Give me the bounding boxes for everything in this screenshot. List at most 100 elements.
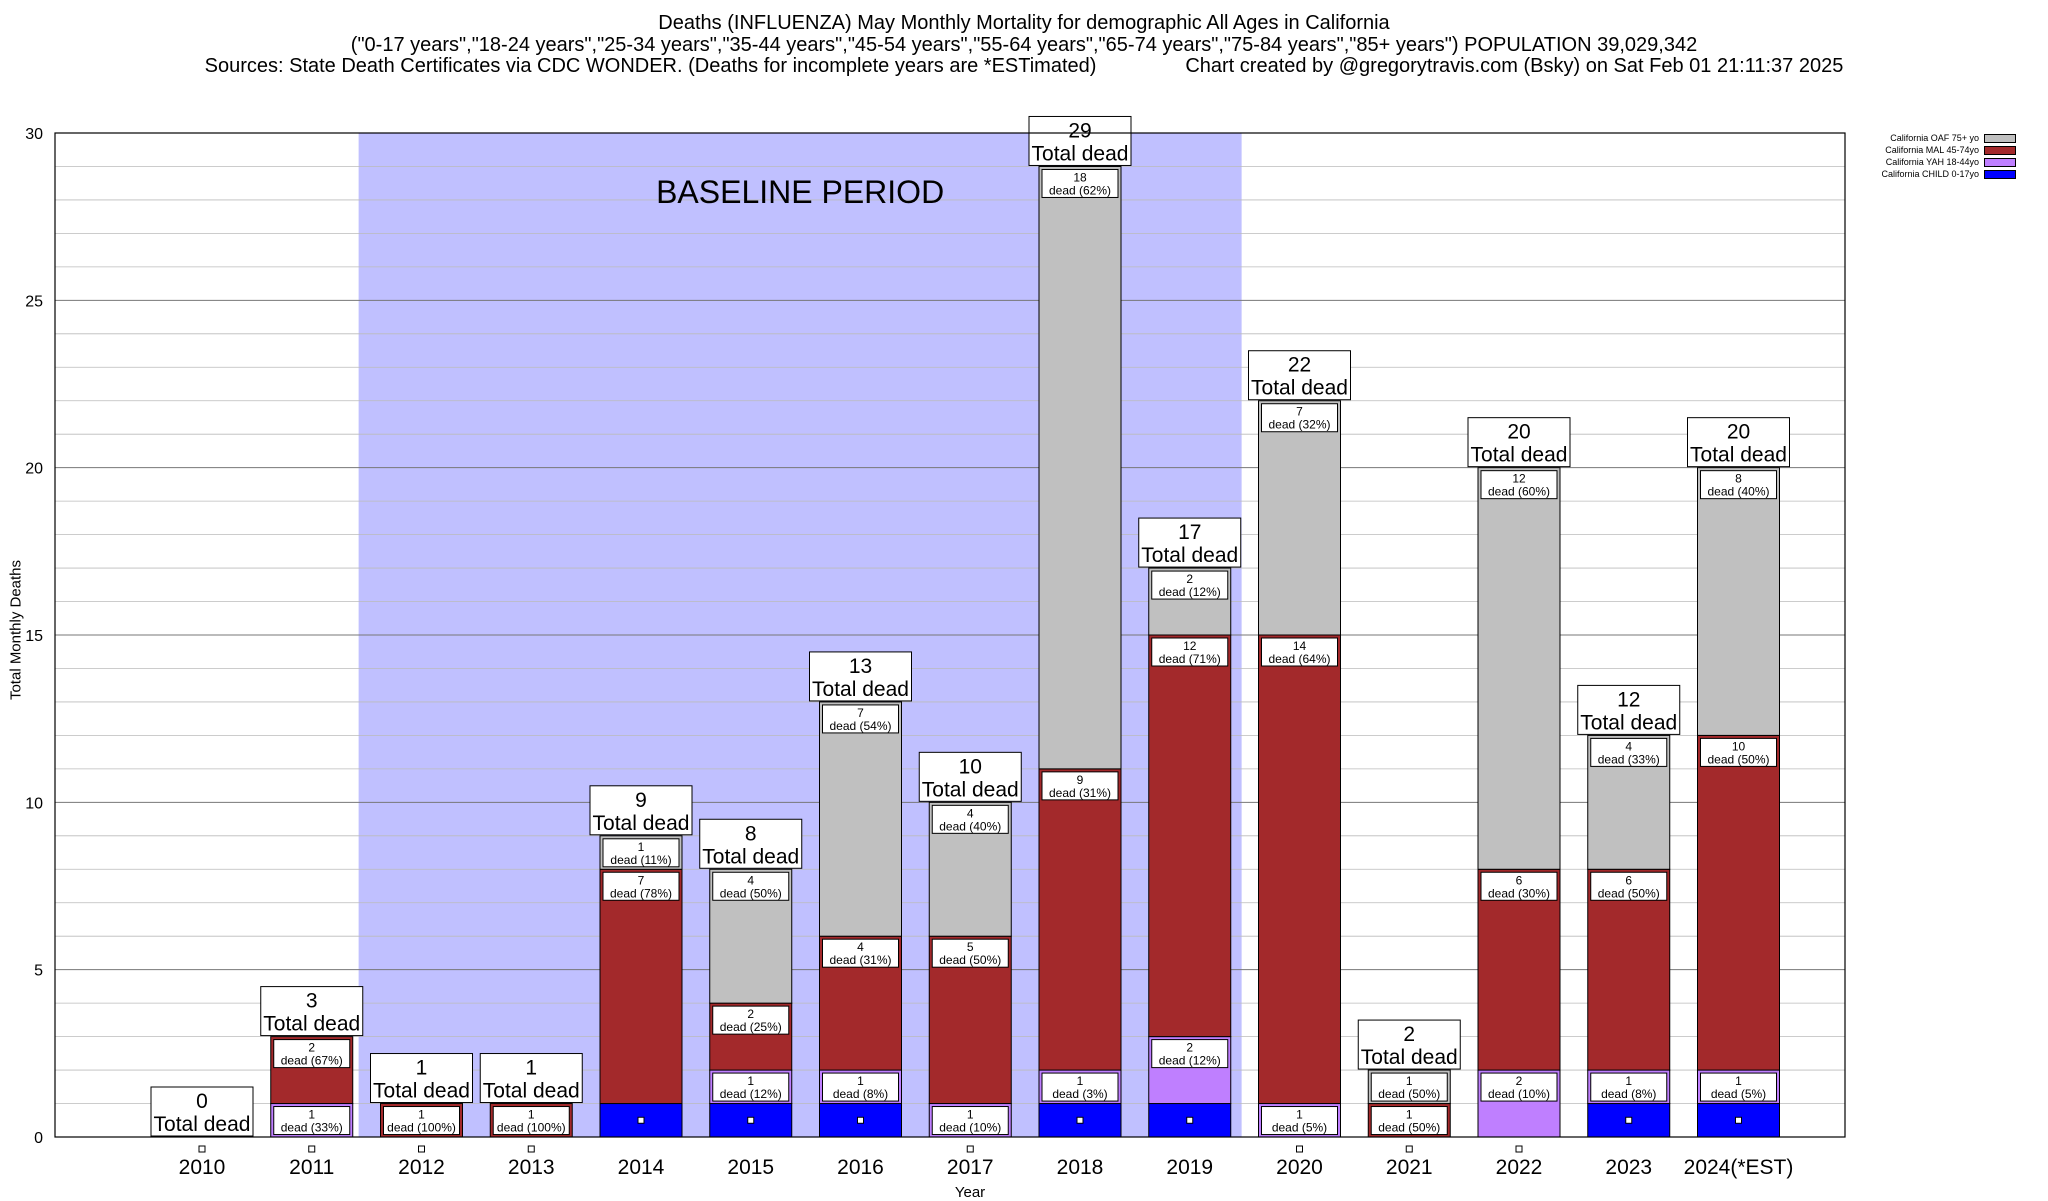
segment-label-text: dead (50%)	[720, 886, 782, 900]
segment-label-text: dead (71%)	[1159, 652, 1221, 666]
total-label-value: 17	[1178, 521, 1201, 544]
segment-label-count: 4	[857, 940, 864, 954]
segment-label-count: 9	[1077, 773, 1084, 787]
point-marker	[1296, 1145, 1303, 1153]
segment-label-text: dead (12%)	[1159, 585, 1221, 599]
segment-label-text: dead (50%)	[1598, 886, 1660, 900]
total-label-value: 12	[1617, 688, 1640, 711]
x-tick-label: 2022	[1496, 1156, 1543, 1179]
total-label-caption: Total dead	[483, 1080, 580, 1103]
segment-label-box	[273, 1106, 351, 1136]
x-tick-label: 2014	[618, 1156, 665, 1179]
total-label-caption: Total dead	[702, 845, 799, 868]
legend-label: California CHILD 0-17yo	[1881, 169, 1979, 179]
total-label-caption: Total dead	[373, 1080, 470, 1103]
total-label-value: 13	[849, 655, 872, 678]
legend-label: California OAF 75+ yo	[1890, 133, 1979, 143]
total-label-caption: Total dead	[812, 678, 909, 701]
total-label-box	[1467, 417, 1571, 468]
total-label-box	[1248, 350, 1351, 401]
chart-sources: Sources: State Death Certificates via CD…	[204, 55, 1844, 77]
segment-label-count: 6	[1625, 873, 1632, 887]
x-tick-label: 2023	[1605, 1156, 1652, 1179]
baseline-label: BASELINE PERIOD	[656, 174, 944, 210]
segment-label-box	[1590, 1072, 1668, 1102]
x-tick-label: 2016	[837, 1156, 884, 1179]
segment-label-text: dead (60%)	[1488, 485, 1550, 499]
segment-label-box	[1151, 570, 1229, 600]
bar-segment	[1697, 734, 1780, 1071]
point-marker	[418, 1145, 425, 1153]
segment-label-box	[1370, 1106, 1448, 1136]
segment-label-text: dead (3%)	[1052, 1087, 1107, 1101]
legend-entry: California OAF 75+ yo	[1820, 132, 2016, 144]
segment-label-box	[1700, 470, 1777, 500]
legend-entry: California MAL 45-74yo	[1820, 144, 2016, 156]
segment-label-box	[1261, 637, 1338, 667]
segment-label-count: 1	[418, 1108, 425, 1122]
segment-label-text: dead (100%)	[387, 1121, 456, 1135]
point-marker	[747, 1116, 755, 1124]
segment-label-box	[1261, 403, 1338, 433]
point-marker	[1405, 1145, 1413, 1153]
legend-label: California MAL 45-74yo	[1885, 145, 1979, 155]
x-tick-label: 2020	[1276, 1156, 1323, 1179]
segment-label-count: 7	[857, 706, 864, 720]
segment-label-box	[1590, 871, 1668, 901]
total-label-caption: Total dead	[1251, 377, 1348, 400]
x-tick-label: 2012	[398, 1156, 445, 1179]
total-label-box	[809, 651, 912, 702]
segment-label-count: 12	[1183, 639, 1197, 653]
segment-label-box	[273, 1039, 351, 1069]
point-marker	[1515, 1145, 1523, 1153]
segment-label-text: dead (10%)	[1488, 1087, 1550, 1101]
segment-label-count: 1	[638, 840, 645, 854]
segment-label-count: 1	[1625, 1074, 1632, 1088]
x-tick-label: 2015	[727, 1156, 774, 1179]
bar-segment	[1038, 768, 1122, 1071]
segment-label-count: 4	[747, 873, 754, 887]
total-label-value: 8	[745, 822, 757, 845]
total-label-caption: Total dead	[1471, 444, 1568, 467]
legend-swatch	[1984, 133, 2016, 143]
y-tick-label: 15	[25, 628, 43, 645]
total-label-value: 1	[416, 1057, 428, 1080]
chart-subtitle: ("0-17 years","18-24 years","25-34 years…	[350, 34, 1698, 56]
segment-label-text: dead (25%)	[720, 1020, 782, 1034]
segment-label-box	[1480, 871, 1558, 901]
x-tick-label: 2013	[508, 1156, 555, 1179]
point-marker	[527, 1145, 535, 1153]
segment-label-box	[1480, 470, 1558, 500]
segment-label-count: 6	[1516, 873, 1523, 887]
segment-label-count: 1	[857, 1074, 864, 1088]
segment-label-box	[712, 1005, 790, 1035]
total-label-box	[1687, 417, 1790, 468]
segment-label-text: dead (100%)	[497, 1121, 566, 1135]
segment-label-box	[822, 938, 899, 968]
segment-label-text: dead (50%)	[939, 953, 1001, 967]
segment-label-text: dead (67%)	[281, 1054, 343, 1068]
segment-label-box	[1261, 1106, 1338, 1136]
total-label-value: 29	[1068, 119, 1091, 142]
total-label-box	[370, 1053, 473, 1104]
y-tick-label: 5	[34, 963, 43, 980]
segment-label-text: dead (8%)	[833, 1087, 888, 1101]
legend-entry: California CHILD 0-17yo	[1820, 168, 2016, 180]
bar-segment	[1258, 634, 1341, 1105]
bar-segment	[1697, 467, 1780, 736]
bar-segment	[1587, 868, 1671, 1071]
segment-label-count: 2	[1186, 572, 1193, 586]
point-marker	[198, 1145, 206, 1153]
x-tick-label: 2011	[289, 1156, 334, 1179]
segment-label-count: 8	[1735, 472, 1742, 486]
point-marker	[1076, 1116, 1084, 1124]
point-marker	[857, 1116, 864, 1124]
point-marker	[1735, 1116, 1742, 1124]
segment-label-count: 1	[308, 1108, 315, 1122]
segment-label-text: dead (64%)	[1268, 652, 1330, 666]
total-label-box	[479, 1053, 583, 1104]
x-tick-label: 2017	[947, 1156, 994, 1179]
segment-label-box	[383, 1106, 460, 1136]
segment-label-text: dead (11%)	[610, 853, 671, 867]
segment-label-box	[1700, 737, 1777, 767]
